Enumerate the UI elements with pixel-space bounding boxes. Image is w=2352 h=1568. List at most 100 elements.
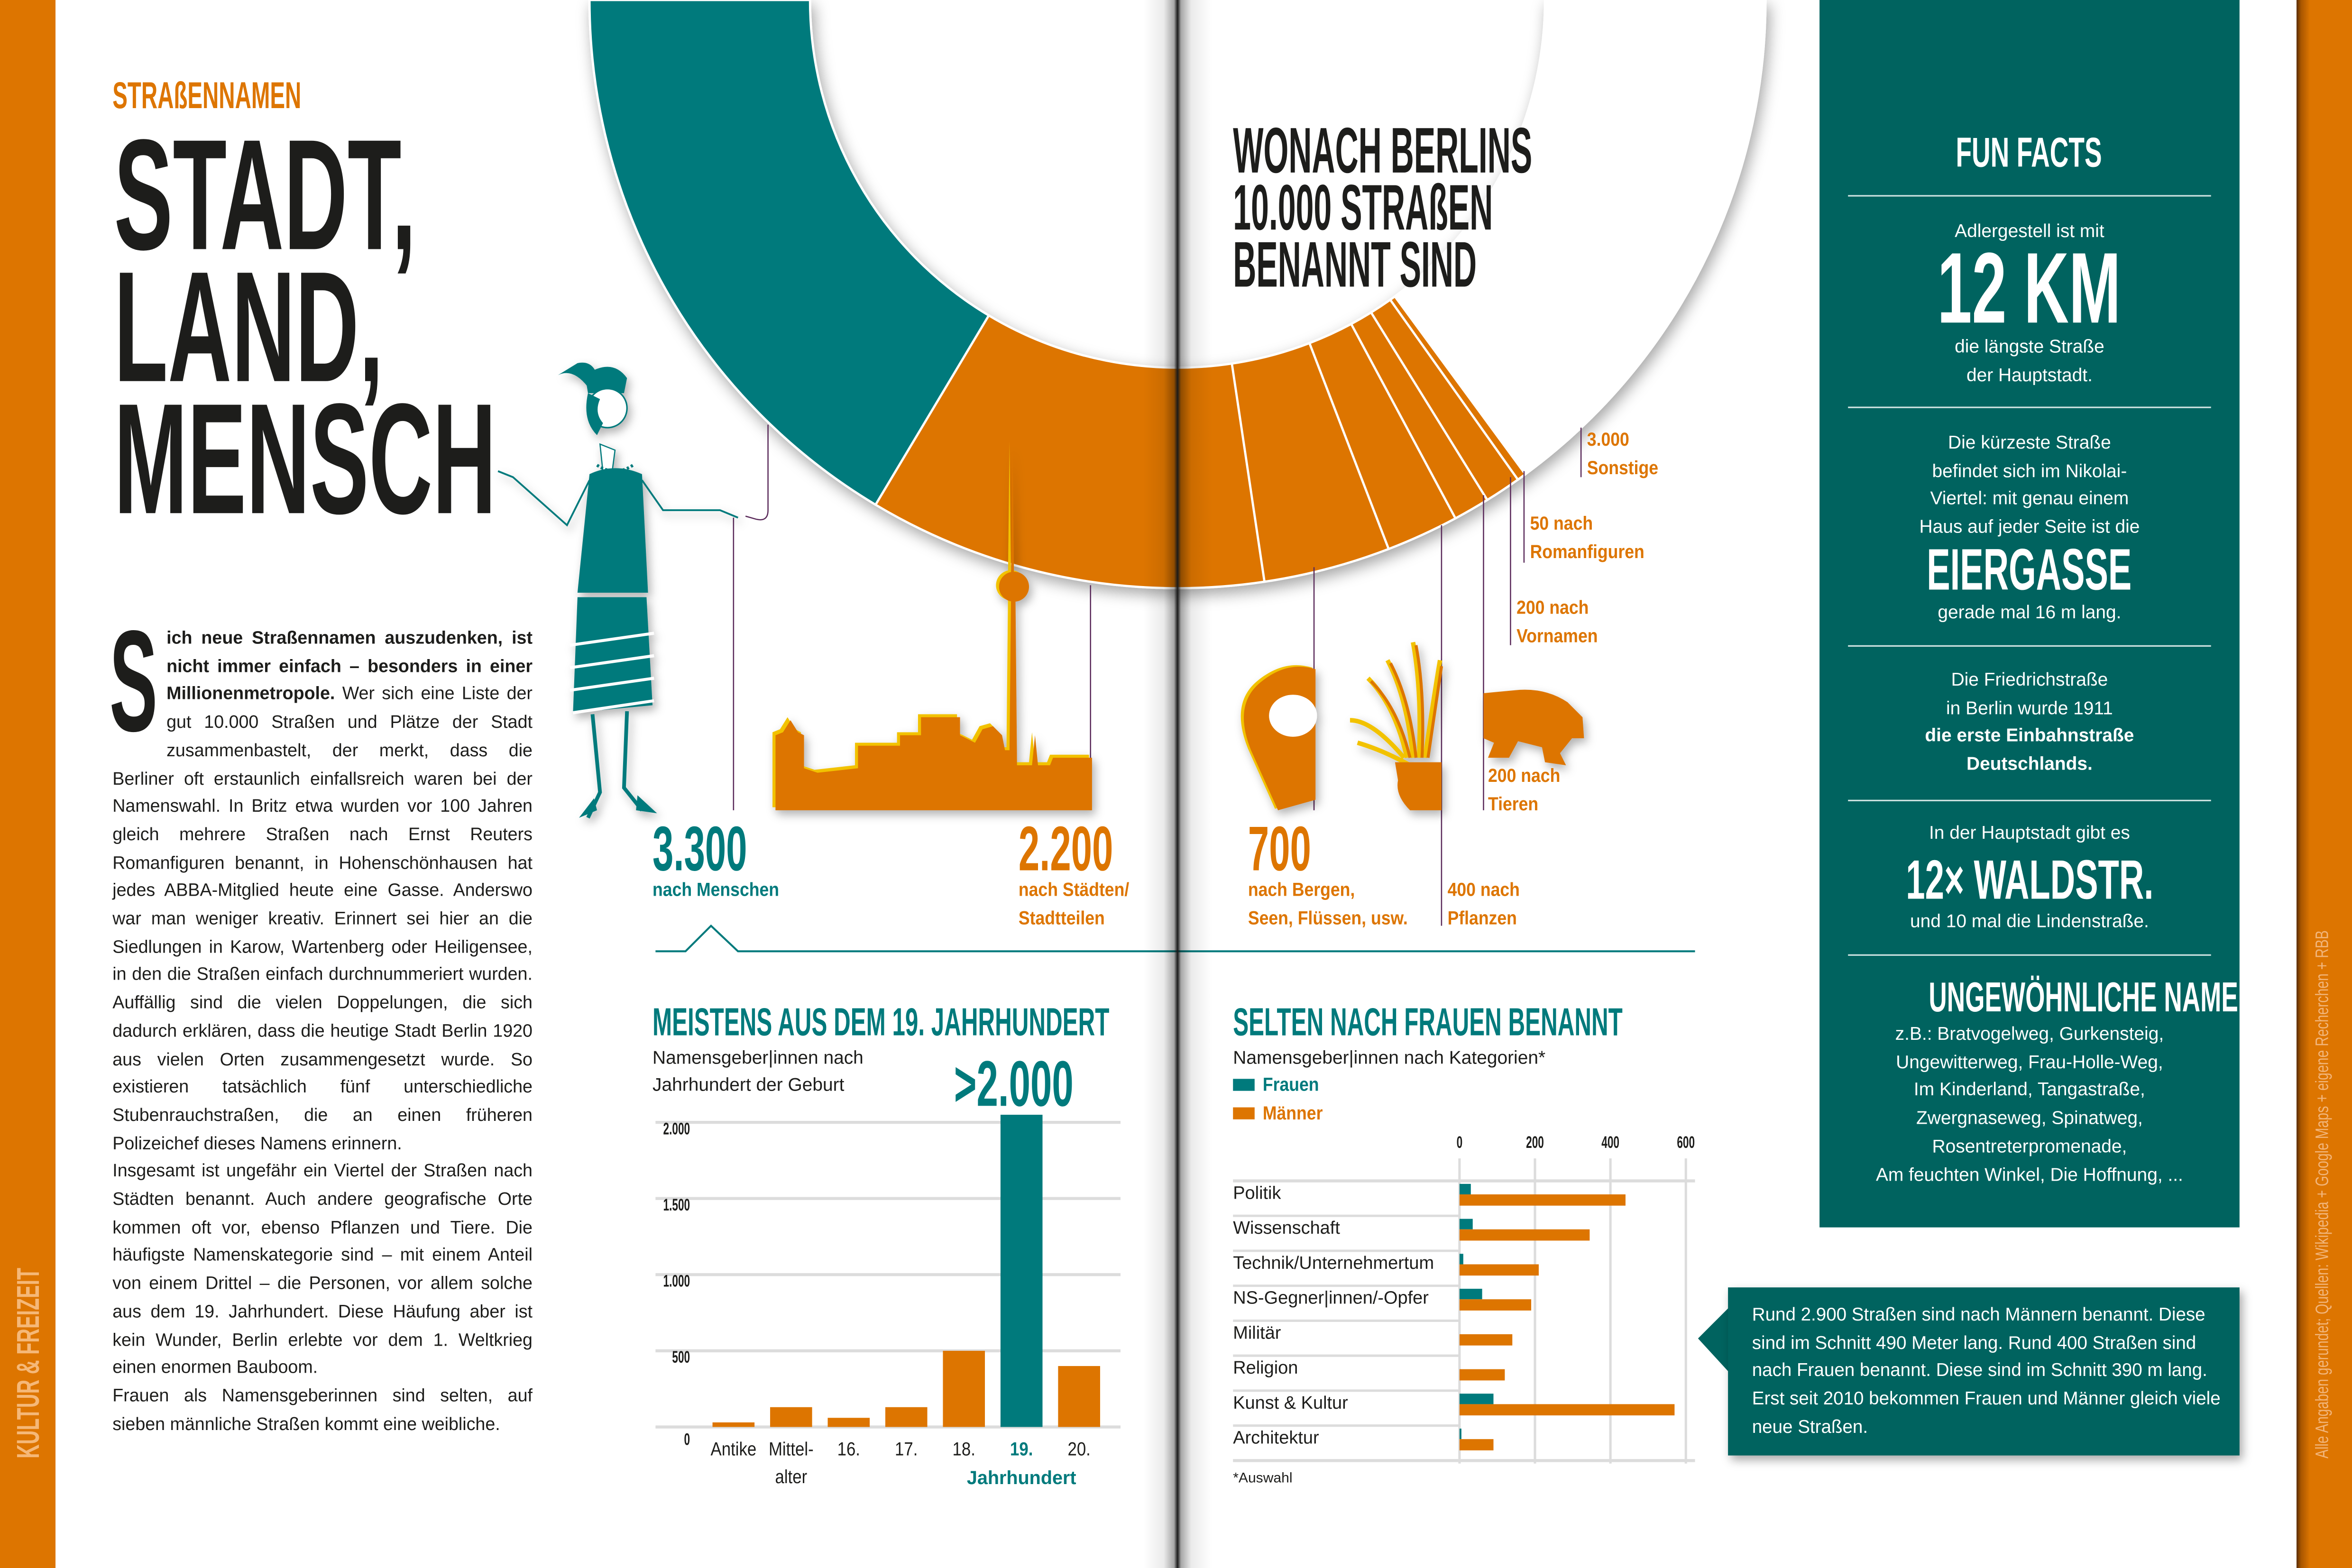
kicker-text: STRAßENNAMEN [112, 75, 302, 117]
legend-swatch [1233, 1107, 1255, 1119]
label-bergen: nach Bergen, Seen, Flüssen, usw. [1248, 876, 1408, 933]
fact-text: Im Kinderland, Tangastraße, [1913, 1079, 2145, 1100]
bar-maenner [1459, 1369, 1505, 1381]
x-tick-label: 600 [1677, 1133, 1695, 1152]
fact-highlight: 12× WALDSTR. [1905, 849, 2154, 911]
bar-19. [1000, 1115, 1043, 1427]
chart1-annotation: >2.000 [954, 1053, 1153, 1118]
legend-frauen: Frauen [1233, 1072, 1319, 1100]
fact-text: Zwergnaseweg, Spinatweg, [1916, 1107, 2143, 1129]
bar-20. [1058, 1366, 1100, 1427]
bar-maenner [1459, 1439, 1494, 1450]
ring-segment-sonstige [1393, 0, 1767, 476]
label-line: 3.000 [1587, 429, 1629, 450]
label-line: Seen, Flüssen, usw. [1248, 908, 1408, 929]
subtitle-line: Namensgeber|innen nach [652, 1047, 864, 1069]
label-sonstige: 3.000 Sonstige [1587, 426, 1658, 483]
category-label: Militär [1233, 1323, 1281, 1343]
label-staedte-number: 2.200 [1018, 813, 1176, 884]
unusual-names-title: UNGEWÖHNLICHE NAMEN [1929, 973, 2257, 1020]
legend-label: Frauen [1262, 1074, 1319, 1096]
label-line: 400 nach [1447, 879, 1520, 900]
bar-Mittel-alter [770, 1407, 812, 1427]
label-line: Tieren [1488, 794, 1539, 815]
y-tick-label: 1.500 [663, 1196, 690, 1214]
fact-text: In der Hauptstadt gibt es [1929, 822, 2130, 844]
divider [1848, 645, 2211, 647]
callout-pointer [1698, 1305, 1731, 1375]
fact-text: Die Friedrichstraße [1951, 669, 2108, 690]
number-text: 3.300 [652, 813, 747, 884]
fact-highlight: EIERGASSE [1927, 539, 2132, 604]
bar-frauen [1459, 1429, 1461, 1440]
category-label: Wissenschaft [1233, 1218, 1340, 1238]
leader-line-menschen [733, 424, 769, 810]
label-bergen-number: 700 [1248, 817, 1353, 881]
callout-box: Rund 2.900 Straßen sind nach Männern ben… [1728, 1287, 2240, 1456]
x-tick-label: 400 [1601, 1133, 1619, 1152]
x-tick-label: 200 [1526, 1133, 1544, 1152]
subtitle-line: Jahrhundert der Geburt [652, 1074, 845, 1096]
lead-text: Wer sich eine Liste der gut 10.000 Straß… [112, 683, 533, 1154]
berlin-skyline-icon [772, 441, 1092, 810]
lead-bold: ich neue Straßennamen auszudenken, ist n… [166, 627, 533, 705]
chart2-title-text: SELTEN NACH FRAUEN BENANNT [1233, 999, 1623, 1045]
fact-text: der Hauptstadt. [1966, 364, 2093, 385]
category-label: NS-Gegner|innen/-Opfer [1233, 1288, 1429, 1308]
label-line: Stadtteilen [1018, 908, 1105, 929]
fact-highlight: 12 KM [1938, 232, 2122, 345]
label-tieren: 200 nach Tieren [1488, 762, 1560, 819]
bar-frauen [1459, 1183, 1471, 1195]
number-text: 2.200 [1018, 813, 1113, 884]
divider [1848, 799, 2211, 801]
title-line: STADT, [114, 108, 416, 284]
x-tick-label: 0 [1457, 1133, 1463, 1152]
category-label: Architektur [1233, 1428, 1319, 1448]
x-tick-label: 17. [895, 1439, 918, 1460]
article-paragraph: Frauen als Namensgeberinnen sind selten,… [112, 1385, 533, 1434]
fact-text-bold: die erste Einbahnstraße [1925, 725, 2134, 747]
chart2-subtitle: Namensgeber|innen nach Kategorien* [1233, 1047, 1546, 1069]
category-label: Kunst & Kultur [1233, 1393, 1348, 1413]
ring-segment-menschen [588, 0, 991, 506]
x-tick-label: 20. [1067, 1439, 1090, 1460]
chart1-title-text: MEISTENS AUS DEM 19. JAHRHUNDERT [652, 999, 1110, 1045]
y-tick-label: 500 [672, 1348, 690, 1366]
category-label: Politik [1233, 1183, 1281, 1203]
fact-text: Haus auf jeder Seite ist die [1919, 516, 2140, 538]
label-pflanzen: 400 nach Pflanzen [1448, 876, 1520, 933]
label-line: Vornamen [1516, 625, 1598, 647]
kicker: STRAßENNAMEN [112, 75, 427, 117]
fact-text: in Berlin wurde 1911 [1946, 697, 2113, 718]
y-tick-label: 0 [684, 1430, 690, 1449]
y-tick-label: 2.000 [663, 1120, 690, 1138]
page-title: STADT, LAND, MENSCH [114, 108, 796, 538]
label-line: Romanfiguren [1530, 541, 1645, 563]
fact-text: Die kürzeste Straße [1948, 432, 2111, 453]
fun-facts-title: FUN FACTS [1956, 129, 2103, 176]
label-line: 200 nach [1516, 597, 1589, 618]
label-line: nach Bergen, [1248, 879, 1355, 900]
ring-title-line: 10.000 STRAßEN [1233, 172, 1493, 245]
label-line: Pflanzen [1447, 908, 1517, 929]
label-romanfiguren: 50 nach Romanfiguren [1530, 510, 1645, 567]
fact-text: Adlergestell ist mit [1955, 220, 2104, 242]
x-tick-label: 18. [953, 1439, 975, 1460]
bar-17. [885, 1407, 928, 1427]
fact-text: Rosentreterpromenade, [1932, 1136, 2127, 1157]
map-pin-icon [1240, 665, 1317, 810]
section-divider [655, 924, 1695, 953]
legend-label: Männer [1262, 1102, 1323, 1124]
woman-illustration-icon [497, 362, 739, 819]
ring-title-line: BENANNT SIND [1233, 229, 1477, 302]
chart2-footnote: *Auswahl [1233, 1470, 1293, 1487]
left-section-stripe [0, 0, 56, 1568]
chart1-subtitle: Namensgeber|innen nach Jahrhundert der Ge… [652, 1045, 864, 1099]
right-stripe [2297, 0, 2352, 1568]
fact-text: Am feuchten Winkel, Die Hoffnung, ... [1875, 1164, 2183, 1185]
label-menschen-number: 3.300 [652, 813, 810, 884]
fact-text: gerade mal 16 m lang. [1938, 602, 2122, 623]
